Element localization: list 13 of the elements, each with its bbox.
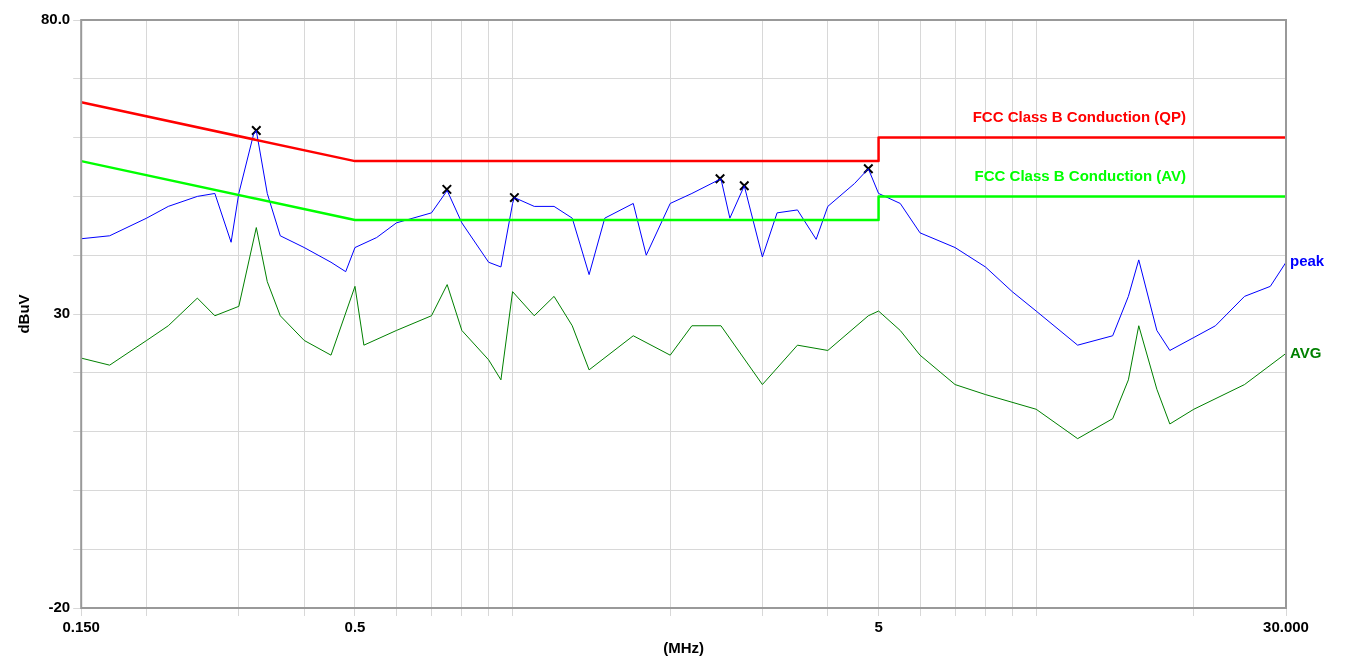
series-label: AVG [1290,343,1322,361]
x-tick-label: 5 [874,618,883,636]
x-tick-label: 0.150 [62,618,100,636]
y-tick-label: -20 [48,598,71,616]
x-tick-label: 30.000 [1263,618,1309,636]
series-label: FCC Class B Conduction (AV) [974,166,1186,184]
series-label: peak [1290,252,1325,270]
y-tick-label: 80.0 [40,10,71,28]
y-tick-label: 30 [53,304,71,322]
series-label: FCC Class B Conduction (QP) [972,107,1186,125]
x-tick-label: 0.5 [344,618,366,636]
x-axis-title: (MHz) [663,639,705,657]
y-axis-title: dBuV [15,294,33,334]
